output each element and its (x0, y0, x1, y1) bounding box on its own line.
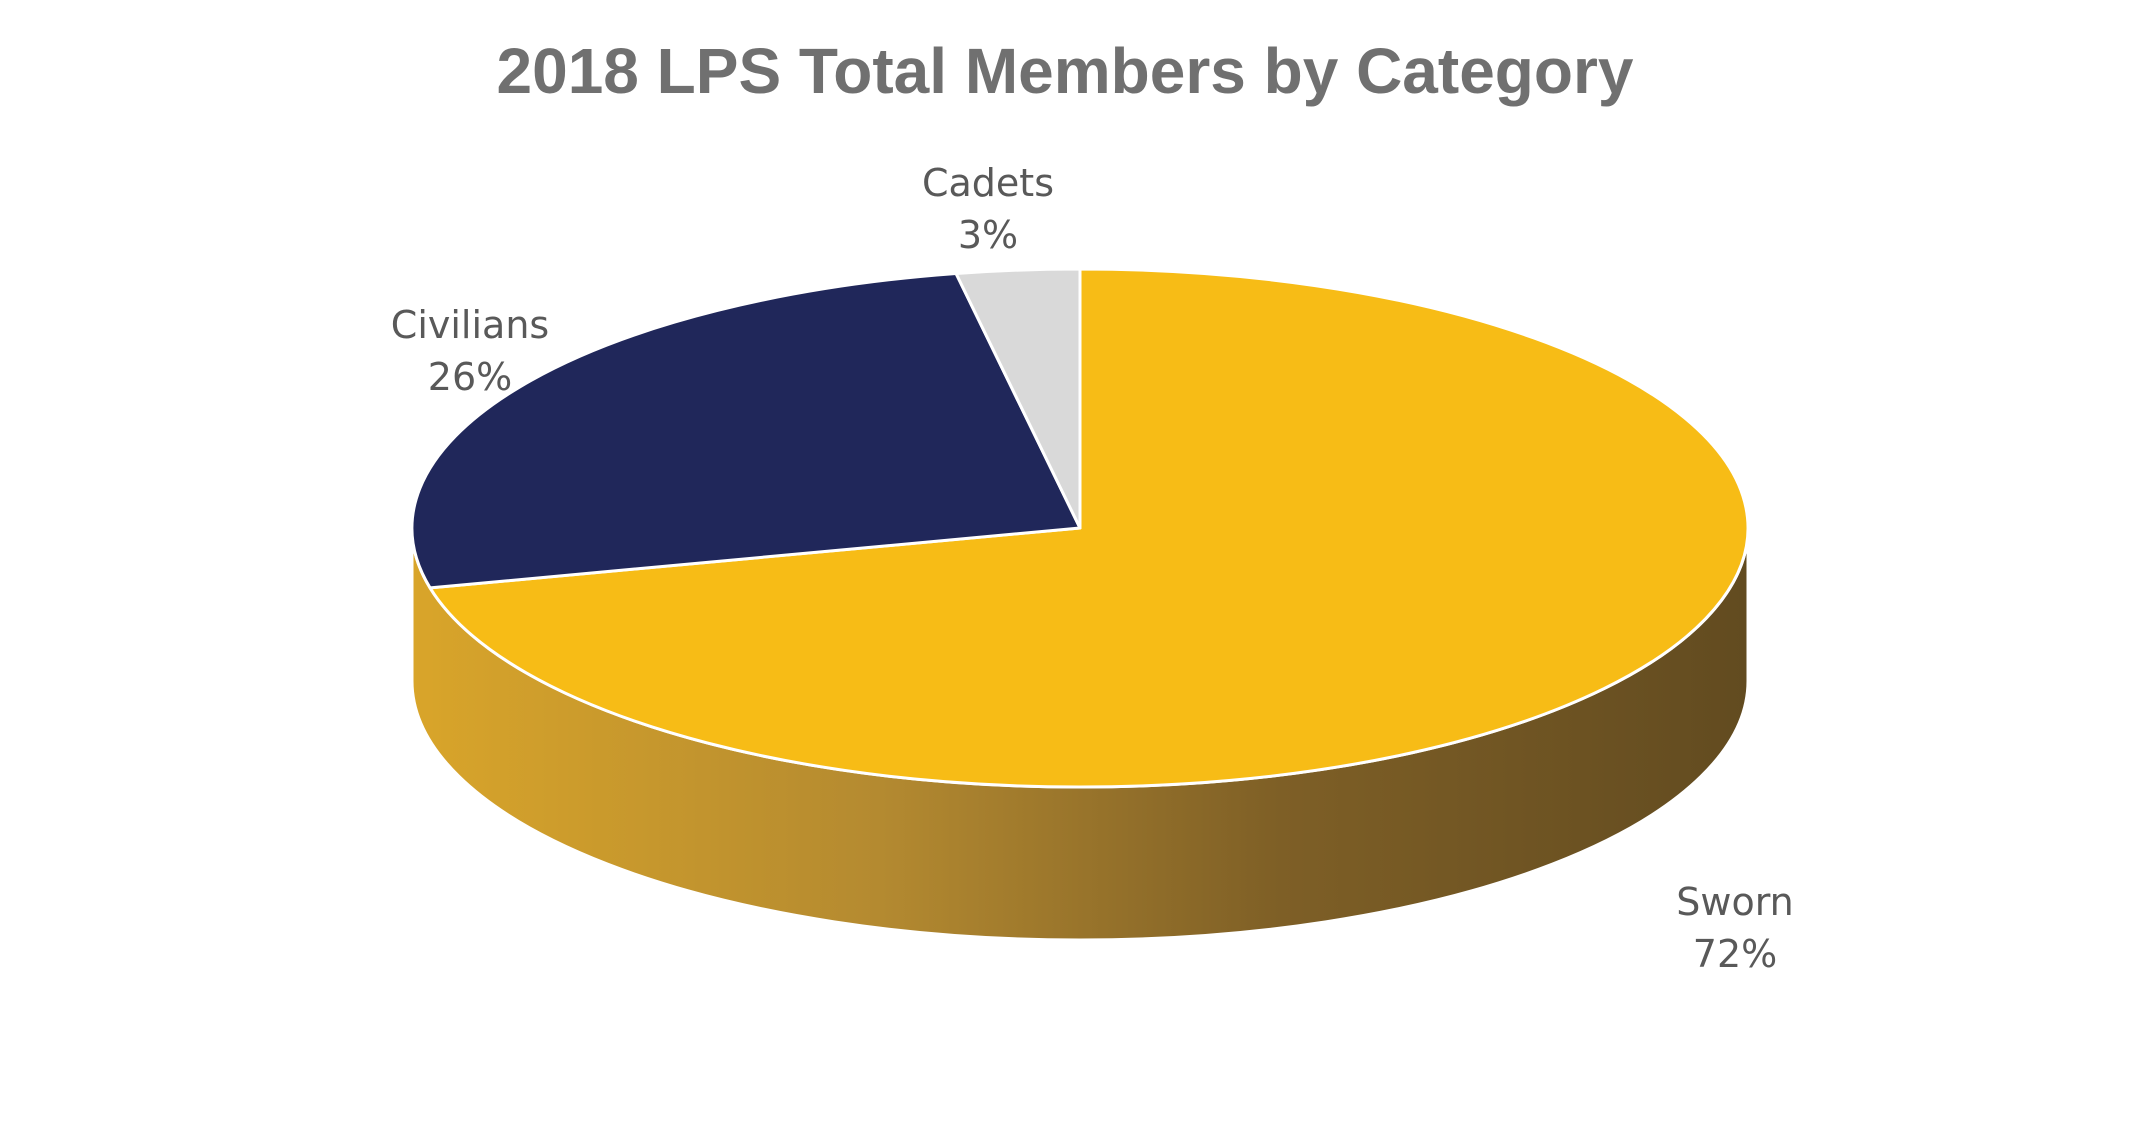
pie-slice-sworn (428, 267, 1750, 789)
pie-slice-civilians (410, 271, 1082, 590)
slice-label-cadets-percent: 3% (958, 213, 1018, 257)
pie-slice-cadets (954, 267, 1082, 530)
slice-label-cadets-name: Cadets (922, 161, 1054, 205)
slice-label-civilians-name: Civilians (391, 303, 549, 347)
slice-label-sworn-percent: 72% (1693, 932, 1777, 976)
slice-label-sworn-name: Sworn (1676, 880, 1794, 924)
chart-title: 2018 LPS Total Members by Category (497, 35, 1634, 107)
slice-label-civilians-percent: 26% (428, 355, 512, 399)
